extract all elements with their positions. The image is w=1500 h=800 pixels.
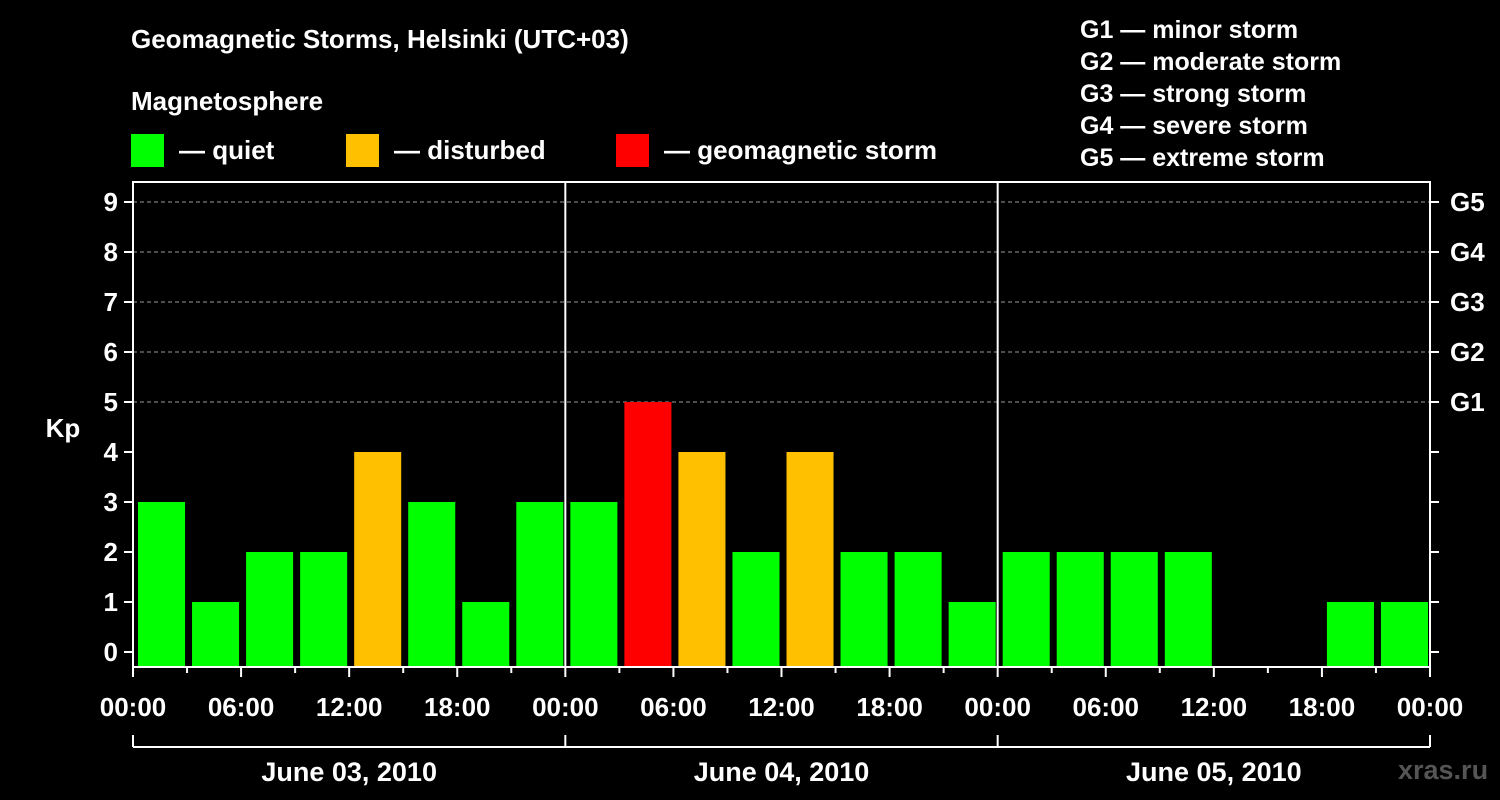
y-tick-label-6: 6: [104, 337, 118, 367]
y-tick-label-4: 4: [104, 437, 119, 467]
x-tick-label-0: 00:00: [100, 692, 167, 722]
legend-swatch-storm: [616, 133, 649, 167]
legend-label-storm: — geomagnetic storm: [664, 134, 938, 165]
x-tick-label-9: 06:00: [1073, 692, 1140, 722]
storm-level-label-g5: G5: [1450, 187, 1485, 217]
y-tick-label-9: 9: [104, 187, 118, 217]
bar-9: [624, 402, 672, 667]
x-tick-label-1: 06:00: [208, 692, 275, 722]
day-label-1: June 04, 2010: [694, 757, 870, 787]
bar-13: [840, 552, 888, 667]
y-tick-label-8: 8: [104, 237, 118, 267]
bar-5: [408, 502, 456, 667]
chart-title: Geomagnetic Storms, Helsinki (UTC+03): [131, 24, 629, 54]
legend-storm: — geomagnetic storm: [616, 133, 937, 167]
storm-level-label-g4: G4: [1450, 237, 1485, 267]
legend-swatch-quiet: [131, 133, 164, 167]
y-tick-label-1: 1: [104, 587, 118, 617]
storm-scale-g5: G5 — extreme storm: [1080, 144, 1325, 172]
storm-scale-g1: G1 — minor storm: [1080, 16, 1299, 44]
legend-label-quiet: — quiet: [179, 134, 275, 165]
bar-10: [678, 452, 726, 667]
bar-0: [138, 502, 186, 667]
y-tick-label-7: 7: [104, 287, 118, 317]
bar-12: [786, 452, 834, 667]
x-tick-label-10: 12:00: [1181, 692, 1248, 722]
x-tick-label-2: 12:00: [316, 692, 383, 722]
storm-level-label-g2: G2: [1450, 337, 1485, 367]
bar-7: [516, 502, 564, 667]
bar-1: [192, 602, 240, 667]
storm-scale-g4: G4 — severe storm: [1080, 112, 1308, 140]
storm-scale-legend: G1 — minor storm G2 — moderate storm G3 …: [1080, 14, 1341, 174]
watermark: xras.ru: [1398, 755, 1489, 785]
storm-scale-g3: G3 — strong storm: [1080, 80, 1307, 108]
x-tick-label-5: 06:00: [640, 692, 707, 722]
bar-11: [732, 552, 780, 667]
y-tick-label-5: 5: [104, 387, 118, 417]
legend-label-disturbed: — disturbed: [394, 134, 546, 165]
bar-14: [894, 552, 942, 667]
bar-23: [1380, 602, 1428, 667]
legend-quiet: — quiet: [131, 133, 274, 167]
bar-2: [246, 552, 294, 667]
day-label-0: June 03, 2010: [261, 757, 437, 787]
y-tick-label-3: 3: [104, 487, 118, 517]
x-tick-label-12: 00:00: [1397, 692, 1464, 722]
bar-8: [570, 502, 618, 667]
bar-4: [354, 452, 402, 667]
x-tick-label-4: 00:00: [532, 692, 599, 722]
x-tick-label-3: 18:00: [424, 692, 491, 722]
x-tick-label-11: 18:00: [1289, 692, 1356, 722]
chart-subtitle: Magnetosphere: [131, 86, 324, 116]
bar-16: [1002, 552, 1050, 667]
storm-level-label-g3: G3: [1450, 287, 1485, 317]
bar-18: [1110, 552, 1158, 667]
y-tick-label-0: 0: [104, 637, 118, 667]
bar-22: [1326, 602, 1374, 667]
legend-swatch-disturbed: [346, 133, 379, 167]
bar-17: [1056, 552, 1104, 667]
day-label-2: June 05, 2010: [1126, 757, 1302, 787]
bar-3: [300, 552, 348, 667]
storm-scale-g2: G2 — moderate storm: [1080, 48, 1342, 76]
legend-disturbed: — disturbed: [346, 133, 546, 167]
storm-level-label-g1: G1: [1450, 387, 1485, 417]
bar-19: [1164, 552, 1212, 667]
y-axis-label: Kp: [46, 413, 81, 443]
y-tick-label-2: 2: [104, 537, 118, 567]
x-tick-label-7: 18:00: [856, 692, 923, 722]
bar-6: [462, 602, 510, 667]
x-tick-label-8: 00:00: [964, 692, 1031, 722]
bar-15: [948, 602, 996, 667]
x-tick-label-6: 12:00: [748, 692, 815, 722]
